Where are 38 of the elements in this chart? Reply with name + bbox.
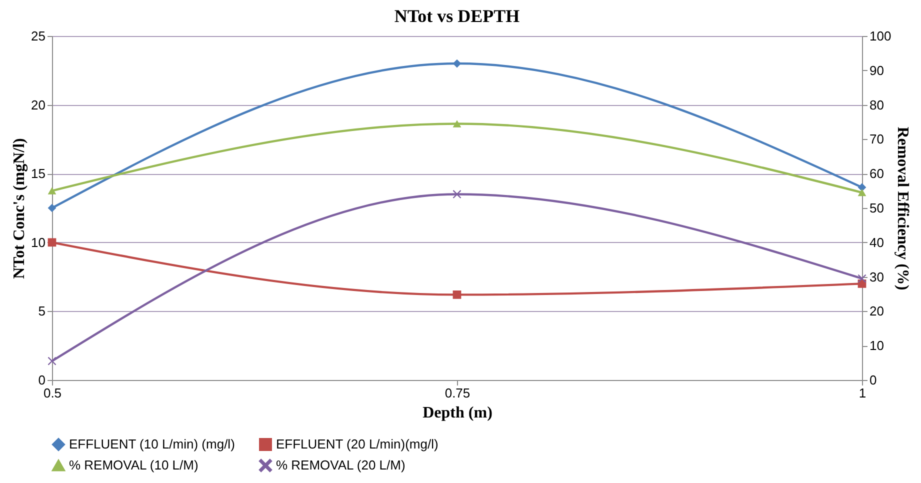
y2-tick-label: 80 [870,97,884,112]
y2-tick-label: 40 [870,234,884,250]
y2-tick-label: 0 [870,372,877,388]
point [452,190,462,198]
x-tick-label: 1 [858,386,866,400]
legend-label: EFFLUENT (10 L/min) (mg/l) [69,436,235,452]
point [48,187,56,194]
chart-title: NTot vs DEPTH [394,6,520,26]
point [48,356,56,366]
y-tick-label: 20 [31,97,46,112]
legend-label: EFFLUENT (20 L/min)(mg/l) [276,436,438,452]
y-tick-label: 0 [38,372,46,388]
point [452,290,462,299]
point [452,120,462,128]
point [48,204,56,212]
y2-tick-label: 90 [870,62,884,78]
y2-tick-label: 60 [870,166,884,182]
point [858,188,866,196]
y-tick-label: 5 [38,304,46,319]
legend-label: % REMOVAL (20 L/M) [276,458,406,472]
point [48,238,56,247]
y-tick-label: 10 [31,234,46,250]
y2-tick-label: 50 [870,200,884,216]
y2-tick-label: 100 [870,28,892,44]
x-tick-label: 0.75 [444,386,470,400]
y-axis-title: NTot Conc's (mgN/l) [11,138,28,279]
y-tick-label: 25 [31,28,46,44]
legend-label: % REMOVAL (10 L/M) [69,458,198,472]
x-axis-title: Depth (m) [422,404,492,422]
point [858,274,866,283]
y2-axis-title: Removal Efficiency (%) [894,126,912,290]
y2-tick-label: 20 [870,304,884,319]
y2-tick-label: 10 [870,338,884,354]
y2-tick-label: 70 [870,132,884,147]
point [452,59,462,68]
y2-tick-label: 30 [870,269,884,284]
y-tick-label: 15 [31,166,46,182]
x-tick-label: 0.5 [43,386,62,400]
